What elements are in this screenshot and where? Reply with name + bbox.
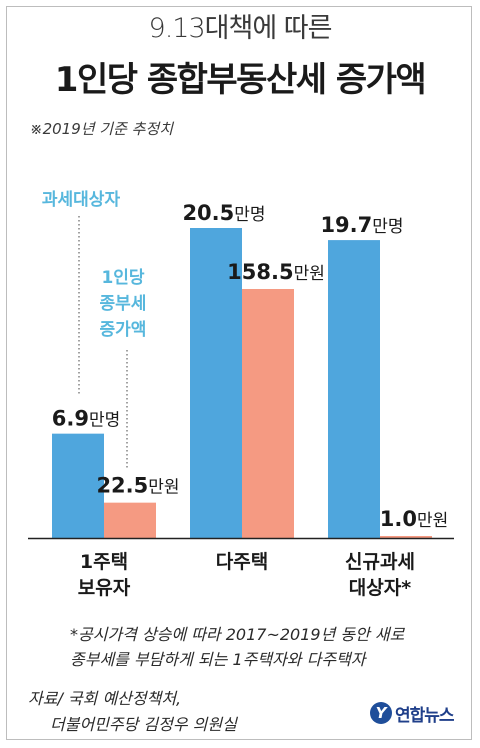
footnote-line1: *공시가격 상승에 따라 2017~2019년 동안 새로 (70, 625, 405, 644)
bar-increase-1 (242, 289, 294, 538)
legend-increase-line3: 증가액 (99, 320, 147, 340)
bar-increase-0 (104, 502, 156, 538)
source-line1: 자료/ 국회 예산정책처, (28, 689, 182, 708)
source: 자료/ 국회 예산정책처, 더불어민주당 김정우 의원실 (28, 686, 237, 738)
category-label-2-1: 대상자* (349, 577, 411, 599)
data-label-taxpayers-2: 19.7만명 (320, 213, 403, 237)
legend-increase-line2: 종부세 (99, 294, 147, 314)
chart-subtitle: 9.13대책에 따른 (148, 13, 333, 44)
legend-increase-line1: 1인당 (101, 268, 145, 288)
category-label-1-0: 다주택 (216, 551, 268, 573)
data-label-taxpayers-1: 20.5만명 (182, 201, 265, 225)
data-label-taxpayers-0: 6.9만명 (52, 407, 120, 431)
bar-increase-2 (380, 536, 432, 538)
estimate-note: ※2019년 기준 추정치 (30, 120, 174, 138)
legend-increase: 1인당 종부세 증가액 (94, 265, 152, 343)
footnote-line2: 종부세를 부담하게 되는 1주택자와 다주택자 (70, 650, 366, 669)
source-line2: 더불어민주당 김정우 의원실 (50, 715, 237, 734)
yonhap-logo: Y 연합뉴스 (370, 700, 462, 726)
chart-title: 1인당 종합부동산세 증가액 (54, 60, 427, 100)
bar-taxpayers-1 (190, 228, 242, 538)
logo-text: 연합뉴스 (395, 705, 455, 726)
footnote: *공시가격 상승에 따라 2017~2019년 동안 새로 종부세를 부담하게 … (70, 622, 450, 672)
data-label-increase-2: 1.0만원 (380, 507, 448, 531)
bar-taxpayers-2 (328, 240, 380, 538)
legend-taxpayers: 과세대상자 (41, 190, 121, 210)
bar-taxpayers-0 (52, 433, 104, 538)
logo-mark: Y (370, 702, 392, 724)
data-label-increase-1: 158.5만원 (227, 260, 325, 284)
category-label-2-0: 신규과세 (345, 551, 415, 573)
category-label-0-1: 보유자 (78, 577, 131, 599)
category-label-0-0: 1주택 (80, 551, 128, 573)
data-label-increase-0: 22.5만원 (96, 474, 179, 498)
frame (6, 6, 472, 740)
